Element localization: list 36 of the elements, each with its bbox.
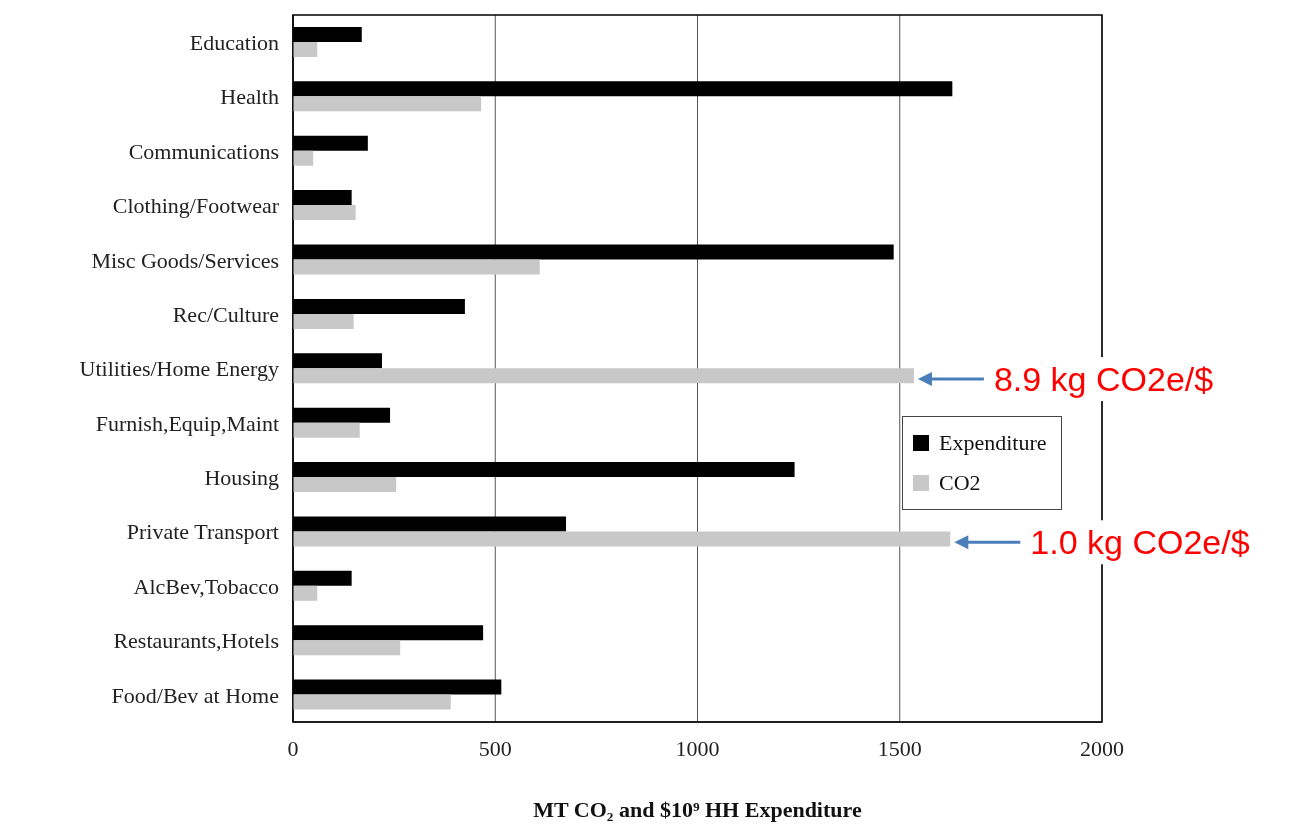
y-tick-label: Food/Bev at Home (111, 682, 279, 708)
y-tick-label: Restaurants,Hotels (113, 628, 279, 654)
x-tick-label: 500 (478, 735, 512, 761)
y-tick-label: Misc Goods/Services (91, 247, 279, 273)
y-tick-label: Clothing/Footwear (112, 193, 280, 219)
y-tick-label: Health (220, 84, 279, 110)
bar (293, 96, 482, 112)
y-tick-label: Education (189, 30, 279, 55)
legend-label: Expenditure (939, 429, 1047, 457)
bar (293, 694, 451, 710)
bar (293, 205, 356, 221)
y-tick-label: Utilities/Home Energy (79, 356, 279, 382)
x-axis-title: MT CO₂ and $10⁹ HH Expenditure (533, 797, 862, 822)
annotation: 8.9 kg CO2e/$ (993, 360, 1214, 399)
bar (293, 640, 401, 656)
y-tick-label: AlcBev,Tobacco (133, 573, 279, 599)
bar (293, 368, 914, 384)
x-tick-label: 0 (287, 735, 299, 761)
legend-label: CO2 (939, 469, 981, 497)
bar (293, 585, 318, 601)
annotation: 1.0 kg CO2e/$ (1030, 523, 1250, 562)
y-tick-label: Communications (128, 138, 279, 164)
y-tick-label: Private Transport (126, 519, 279, 545)
y-tick-label: Housing (204, 465, 279, 491)
bar (293, 150, 314, 166)
bar (293, 313, 354, 329)
x-tick-label: 1500 (877, 735, 922, 761)
x-tick-label: 1000 (675, 735, 720, 761)
bar (293, 477, 397, 493)
y-tick-label: Rec/Culture (172, 301, 279, 327)
bar (293, 422, 360, 438)
bar (293, 531, 951, 547)
y-tick-label: Furnish,Equip,Maint (95, 410, 279, 436)
x-tick-label: 2000 (1080, 735, 1124, 761)
bar (293, 41, 318, 57)
bar (293, 259, 540, 275)
